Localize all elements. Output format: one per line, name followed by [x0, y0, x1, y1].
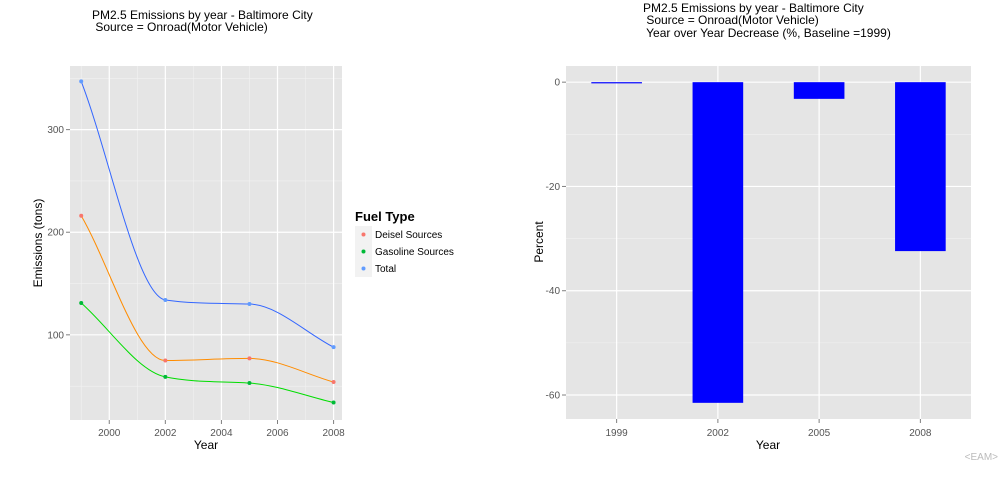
line-chart-point — [247, 302, 252, 307]
line-chart-panel — [70, 66, 342, 420]
bar-chart-x-tick-label: 1999 — [606, 428, 629, 439]
bar-chart-y-tick-label: -40 — [546, 286, 561, 297]
bar-chart: PM2.5 Emissions by year - Baltimore City… — [532, 1, 971, 452]
bar-chart-title-line-2: Source = Onroad(Motor Vehicle) — [643, 13, 819, 27]
line-chart-point — [163, 297, 168, 302]
line-chart-x-tick-label: 2004 — [210, 428, 233, 439]
bar-chart-bar — [591, 82, 642, 84]
line-chart-x-ticks: 2000 2002 2004 2006 2008 — [98, 420, 345, 439]
bar-chart-y-axis-title: Percent — [532, 221, 546, 263]
bar-chart-x-axis-title: Year — [756, 438, 780, 452]
credit-label: <EAM> — [965, 452, 999, 463]
line-chart-point — [79, 301, 84, 306]
line-chart-point — [331, 345, 336, 350]
bar-chart-title-line-3: Year over Year Decrease (%, Baseline =19… — [643, 26, 891, 40]
line-chart-x-tick-label: 2006 — [266, 428, 289, 439]
legend-label: Total — [375, 264, 396, 275]
legend-label: Deisel Sources — [375, 230, 442, 241]
bar-chart-title-line-1: PM2.5 Emissions by year - Baltimore City — [643, 1, 864, 15]
line-chart-series-line — [80, 302, 334, 404]
line-chart-x-axis-title: Year — [194, 438, 218, 452]
legend-label: Gasoline Sources — [375, 247, 454, 258]
line-chart-series-line — [80, 81, 334, 348]
bar-chart-y-ticks: 0 -20 -40 -60 — [546, 78, 566, 402]
legend-key-point — [361, 249, 366, 254]
line-chart-point — [331, 380, 336, 385]
bar-chart-bar — [793, 82, 845, 99]
bar-chart-y-tick-label: 0 — [554, 78, 560, 89]
line-chart-y-tick-label: 100 — [47, 330, 64, 341]
line-chart-point — [79, 79, 84, 84]
line-chart-x-tick-label: 2008 — [322, 428, 345, 439]
legend-key-point — [361, 266, 366, 271]
line-chart-y-ticks: 100 200 300 — [47, 125, 70, 341]
legend-items: Deisel Sources Gasoline Sources Total — [355, 226, 454, 277]
line-chart-point — [163, 374, 168, 379]
bar-chart-x-tick-label: 2005 — [808, 428, 831, 439]
line-chart-point — [79, 213, 84, 218]
line-chart-series-line — [80, 215, 334, 383]
line-chart-point — [247, 381, 252, 386]
line-chart-y-axis-title: Emissions (tons) — [31, 199, 45, 288]
line-chart: PM2.5 Emissions by year - Baltimore City… — [31, 8, 345, 452]
bar-chart-x-ticks: 1999 2002 2005 2008 — [606, 419, 932, 439]
line-chart-x-tick-label: 2000 — [98, 428, 121, 439]
line-chart-point — [331, 400, 336, 405]
line-chart-y-tick-label: 300 — [47, 125, 64, 136]
bar-chart-y-tick-label: -20 — [546, 182, 561, 193]
bar-chart-bars — [591, 82, 946, 403]
line-chart-x-tick-label: 2002 — [154, 428, 177, 439]
line-chart-title-line-1: PM2.5 Emissions by year - Baltimore City — [92, 8, 313, 22]
line-chart-point — [163, 358, 168, 363]
legend-title: Fuel Type — [355, 209, 415, 224]
bar-chart-x-tick-label: 2002 — [707, 428, 730, 439]
bar-chart-bar — [692, 82, 744, 403]
bar-chart-y-tick-label: -60 — [546, 391, 561, 402]
line-chart-points — [79, 79, 336, 405]
line-chart-y-tick-label: 200 — [47, 228, 64, 239]
bar-chart-x-tick-label: 2008 — [909, 428, 932, 439]
line-chart-series-lines — [80, 81, 334, 404]
line-chart-point — [247, 356, 252, 361]
line-chart-title-line-2: Source = Onroad(Motor Vehicle) — [92, 20, 268, 34]
legend: Fuel Type Deisel Sources Gasoline Sources… — [355, 209, 454, 277]
bar-chart-bar — [895, 82, 946, 252]
legend-key-point — [361, 232, 366, 237]
